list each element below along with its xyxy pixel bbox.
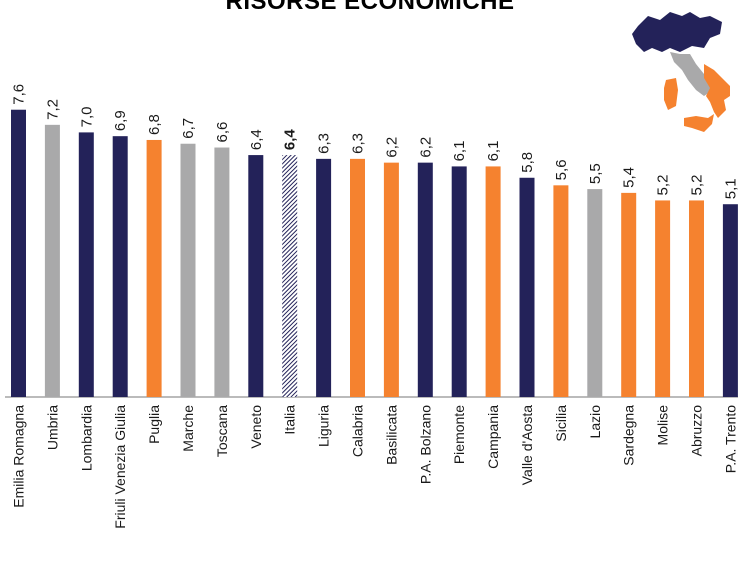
- category-label: Liguria: [316, 405, 332, 447]
- category-label: Emilia Romagna: [11, 405, 27, 508]
- bar-lombardia: [78, 132, 94, 397]
- value-label: 6,6: [214, 122, 231, 143]
- bar-umbria: [44, 124, 60, 397]
- category-label: Marche: [180, 405, 196, 452]
- category-label: Calabria: [350, 405, 366, 457]
- bar-p-a-bolzano: [417, 162, 433, 397]
- map-north-region: [632, 12, 722, 52]
- value-label: 7,6: [11, 84, 28, 105]
- category-label: P.A. Bolzano: [417, 405, 433, 484]
- value-label: 6,3: [350, 133, 367, 154]
- italy-map-icon: [632, 12, 730, 132]
- bar-toscana: [214, 147, 230, 397]
- value-label: 6,4: [248, 129, 265, 150]
- category-label: Umbria: [44, 405, 60, 450]
- category-label: Campania: [485, 405, 501, 469]
- category-label: Sicilia: [553, 405, 569, 442]
- category-label: Basilicata: [383, 405, 399, 465]
- bar-calabria: [350, 158, 365, 397]
- bar-p-a-trento: [722, 204, 738, 397]
- value-label: 5,6: [553, 159, 570, 180]
- map-south-region: [704, 64, 730, 118]
- category-label: Abruzzo: [689, 405, 705, 457]
- value-label: 7,0: [78, 107, 95, 128]
- bar-marche: [180, 143, 196, 397]
- category-label: Italia: [282, 405, 298, 435]
- value-label: 6,9: [112, 110, 129, 131]
- bars-group: 7,6 Emilia Romagna 7,2 Umbria 7,0 Lombardia 6,…: [11, 84, 740, 529]
- category-label: Lombardia: [78, 405, 94, 471]
- value-label: 6,2: [417, 137, 434, 158]
- value-label: 7,2: [44, 99, 61, 120]
- value-label: 6,4: [282, 129, 299, 151]
- value-label: 5,2: [689, 175, 706, 196]
- bar-molise: [655, 200, 671, 397]
- category-label: Piemonte: [451, 405, 467, 464]
- map-sicily: [684, 114, 714, 132]
- value-label: 6,3: [316, 133, 333, 154]
- category-label: Sardegna: [621, 405, 637, 466]
- bar-sicilia: [553, 185, 569, 397]
- bar-puglia: [146, 139, 162, 397]
- value-label: 5,5: [587, 163, 604, 184]
- value-label: 5,4: [621, 167, 638, 188]
- bar-sardegna: [621, 192, 637, 397]
- value-label: 5,2: [655, 175, 672, 196]
- value-label: 6,8: [146, 114, 163, 135]
- value-label: 5,8: [519, 152, 536, 173]
- bar-campania: [485, 166, 501, 397]
- map-center-region: [670, 52, 712, 96]
- value-label: 6,2: [383, 137, 400, 158]
- bar-italia: [282, 155, 298, 397]
- map-sardinia: [664, 78, 678, 110]
- bar-piemonte: [451, 166, 467, 397]
- chart-title: RISORSE ECONOMICHE: [225, 0, 515, 15]
- value-label: 6,1: [485, 141, 502, 162]
- bar-basilicata: [383, 162, 399, 397]
- value-label: 6,7: [180, 118, 197, 139]
- category-label: P.A. Trento: [722, 405, 738, 473]
- bar-emilia-romagna: [11, 109, 26, 397]
- category-label: Lazio: [587, 405, 603, 439]
- category-label: Molise: [655, 405, 671, 446]
- bar-friuli-venezia-giulia: [112, 136, 128, 397]
- bar-liguria: [316, 158, 332, 397]
- bar-lazio: [587, 189, 603, 397]
- value-label: 6,1: [451, 141, 468, 162]
- value-label: 5,1: [722, 178, 739, 199]
- category-label: Veneto: [248, 405, 264, 449]
- category-label: Valle d'Aosta: [519, 405, 535, 485]
- bar-veneto: [248, 155, 264, 397]
- category-label: Toscana: [214, 405, 230, 457]
- category-label: Friuli Venezia Giulia: [112, 405, 128, 529]
- bar-abruzzo: [689, 200, 704, 397]
- bar-valle-d-aosta: [519, 177, 535, 397]
- category-label: Puglia: [146, 405, 162, 444]
